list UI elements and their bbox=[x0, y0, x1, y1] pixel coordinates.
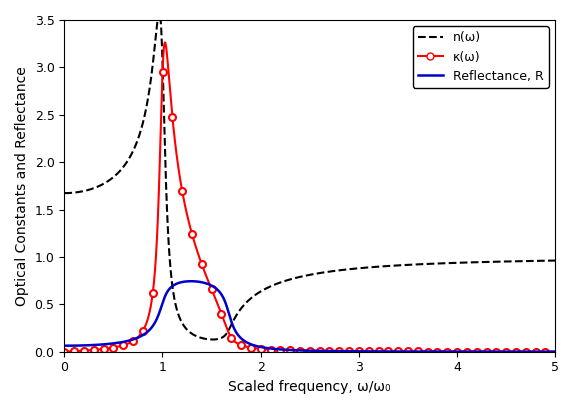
n(ω) bbox=[209, 337, 216, 342]
Legend: n(ω), κ(ω), Reflectance, R: n(ω), κ(ω), Reflectance, R bbox=[413, 26, 549, 88]
Reflectance, R bbox=[538, 349, 545, 354]
n(ω) bbox=[61, 191, 68, 196]
Y-axis label: Optical Constants and Reflectance: Optical Constants and Reflectance bbox=[15, 66, 29, 306]
n(ω) bbox=[552, 258, 559, 263]
X-axis label: Scaled frequency, ω/ω₀: Scaled frequency, ω/ω₀ bbox=[228, 380, 391, 394]
Reflectance, R bbox=[287, 348, 294, 353]
n(ω) bbox=[300, 274, 307, 279]
n(ω) bbox=[538, 258, 545, 263]
Reflectance, R bbox=[300, 348, 307, 353]
Line: Reflectance, R: Reflectance, R bbox=[64, 281, 555, 352]
Reflectance, R bbox=[61, 343, 68, 348]
Reflectance, R bbox=[188, 279, 195, 284]
Reflectance, R bbox=[552, 349, 559, 354]
Reflectance, R bbox=[448, 349, 455, 354]
n(ω) bbox=[448, 261, 455, 265]
Reflectance, R bbox=[86, 343, 93, 348]
n(ω) bbox=[156, 10, 163, 15]
n(ω) bbox=[538, 258, 545, 263]
n(ω) bbox=[86, 187, 93, 192]
Line: n(ω): n(ω) bbox=[64, 12, 555, 339]
n(ω) bbox=[287, 277, 294, 282]
Reflectance, R bbox=[537, 349, 544, 354]
